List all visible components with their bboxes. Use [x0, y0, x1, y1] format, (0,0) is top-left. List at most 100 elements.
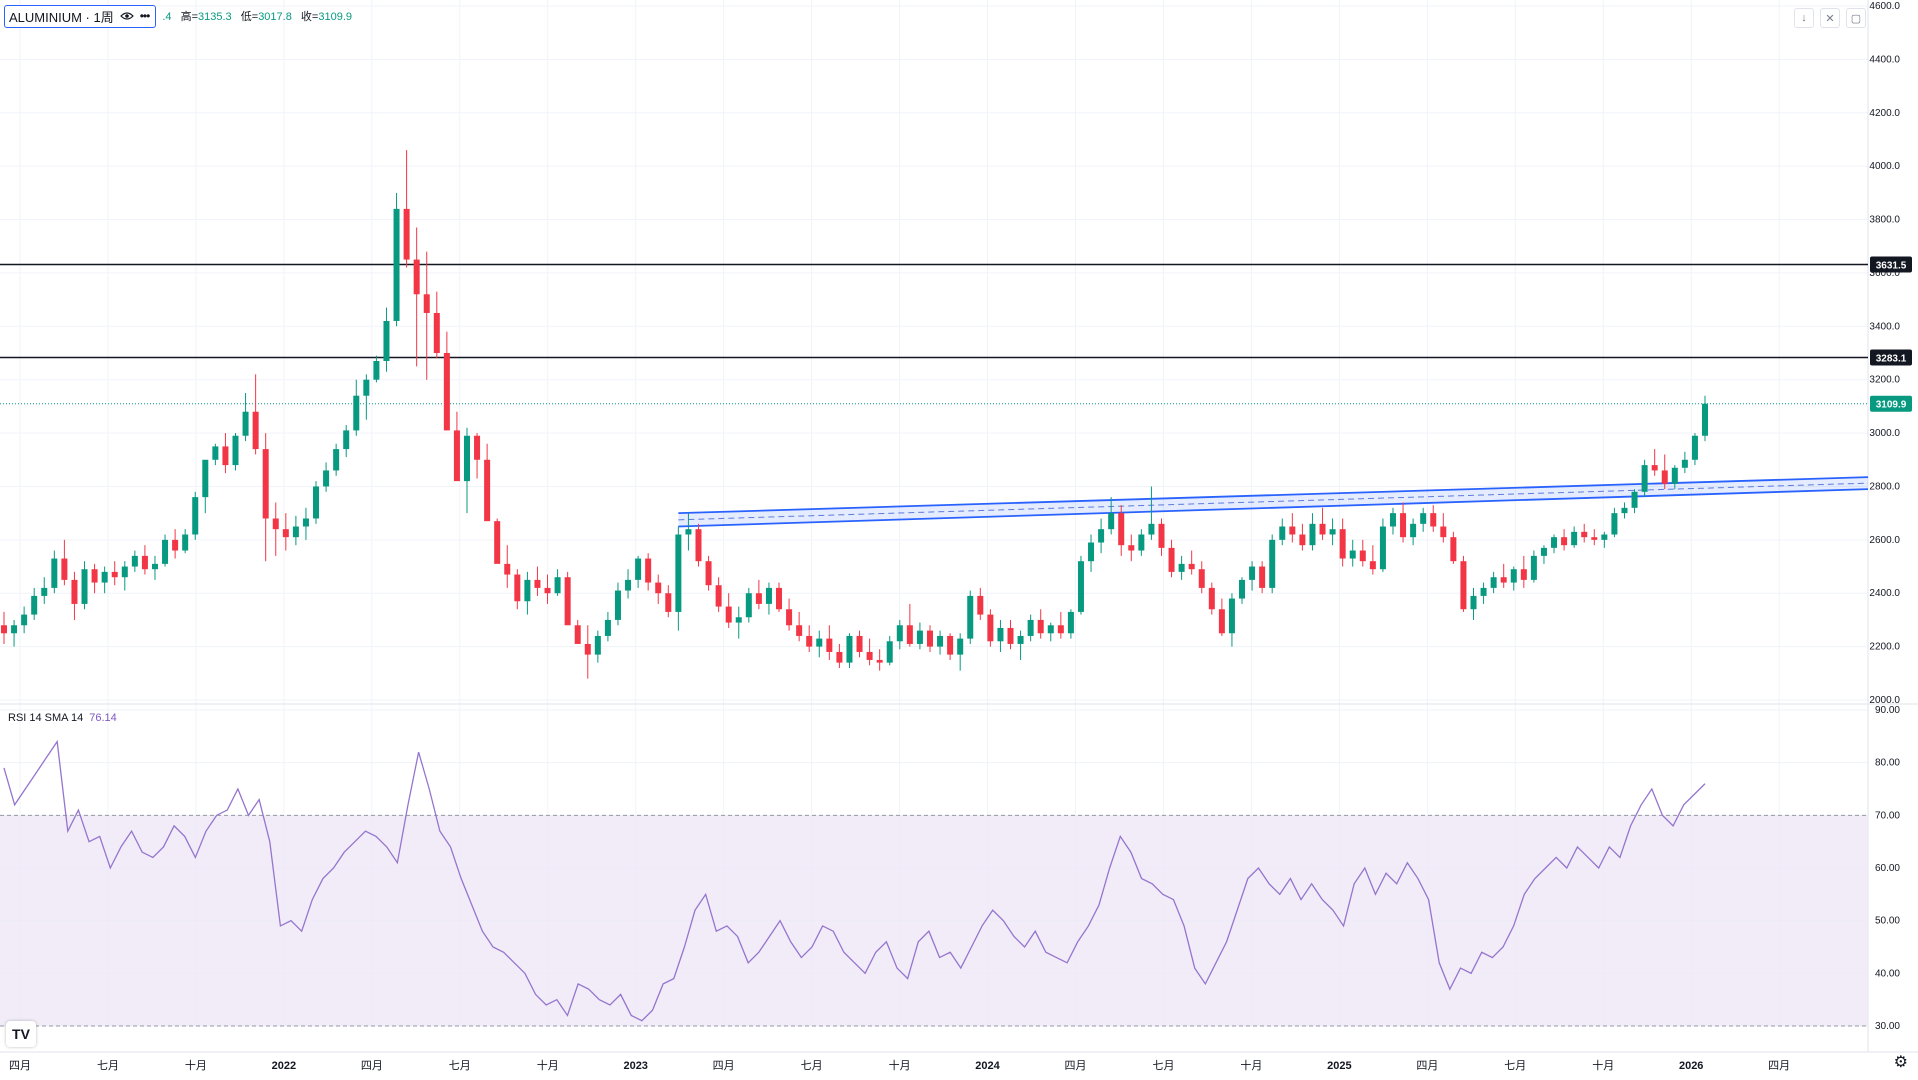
symbol-selector[interactable]: ALUMINIUM · 1周 ••• — [4, 4, 157, 28]
candle-body — [11, 625, 18, 634]
candle-body — [1249, 566, 1256, 580]
candle-body — [1329, 529, 1336, 535]
channel-upper-line — [678, 476, 1869, 515]
time-axis-tick-label: 七月 — [97, 1059, 119, 1072]
rsi-axis-tick-label: 70.00 — [1875, 810, 1900, 821]
price-axis-tick-label: 2000.0 — [1869, 695, 1900, 706]
candle-body — [252, 411, 259, 450]
candle-body — [413, 259, 420, 295]
candle-body — [926, 630, 933, 647]
candle-body — [292, 526, 299, 538]
candle-body — [604, 619, 611, 636]
time-axis-tick-label: 四月 — [361, 1060, 383, 1072]
candle-body — [1410, 523, 1417, 538]
more-icon[interactable]: ••• — [139, 9, 151, 23]
candle-body — [101, 571, 108, 583]
candle-body — [1017, 635, 1024, 644]
candle-body — [1158, 523, 1165, 548]
candle-body — [1349, 550, 1356, 559]
candle-body — [765, 587, 772, 604]
candle-body — [1701, 403, 1709, 436]
candle-body — [1651, 465, 1658, 471]
price-axis-tick-label: 3200.0 — [1869, 375, 1900, 386]
candle-body — [121, 566, 128, 578]
symbol-legend: ALUMINIUM · 1周 ••• .4 高=3135.3 低=3017.8 … — [4, 4, 352, 28]
time-axis-tick-label: 十月 — [1240, 1058, 1262, 1072]
candle-body — [1359, 550, 1366, 562]
time-axis-tick-label: 2023 — [623, 1060, 647, 1072]
time-axis-tick-label: 四月 — [713, 1060, 735, 1072]
arrow-down-icon[interactable]: ↓ — [1794, 8, 1814, 28]
time-axis-tick-label: 2024 — [975, 1060, 1000, 1072]
candle-body — [212, 446, 219, 460]
eye-icon[interactable] — [119, 9, 134, 24]
pane-controls: ↓ ✕ ▢ — [1794, 8, 1866, 28]
close-label: 收= — [300, 11, 319, 23]
candle-body — [1269, 539, 1276, 588]
price-axis-tick-label: 2400.0 — [1869, 588, 1900, 599]
low-value: 3017.8 — [258, 11, 292, 23]
candle-body — [313, 486, 320, 519]
candle-body — [272, 518, 279, 530]
rsi-label: RSI 14 SMA 14 — [8, 712, 84, 724]
candle-body — [1369, 561, 1376, 570]
candle-body — [1228, 598, 1235, 634]
candle-body — [1339, 529, 1346, 559]
time-axis-tick-label: 四月 — [9, 1060, 31, 1072]
candle-body — [886, 641, 893, 663]
candle-body — [1279, 526, 1286, 540]
time-axis-tick-label: 十月 — [1592, 1058, 1614, 1072]
candle-body — [906, 625, 913, 644]
candle-body — [1671, 467, 1678, 484]
candle-body — [373, 361, 380, 380]
candle-body — [997, 627, 1004, 642]
candle-body — [937, 635, 944, 647]
candle-body — [323, 470, 330, 487]
candle-body — [514, 574, 521, 602]
tradingview-logo-icon[interactable]: TV — [6, 1021, 36, 1047]
candle-body — [635, 558, 642, 580]
candle-body — [816, 638, 823, 647]
maximize-icon[interactable]: ▢ — [1846, 8, 1866, 28]
time-axis-tick-label: 十月 — [537, 1058, 559, 1072]
candle-body — [232, 435, 239, 466]
collapse-icon[interactable]: ✕ — [1820, 8, 1840, 28]
rsi-axis-tick-label: 90.00 — [1875, 705, 1900, 716]
candle-body — [1460, 561, 1467, 610]
rsi-line — [3, 739, 1706, 1022]
level-price-tag — [1870, 256, 1912, 273]
candle-body — [1198, 569, 1205, 588]
candle-body — [1450, 537, 1457, 562]
rsi-axis-tick-label: 60.00 — [1875, 863, 1900, 874]
candle-body — [71, 579, 78, 604]
candle-body — [1168, 547, 1175, 572]
candle-body — [1208, 587, 1215, 610]
candle-body — [1077, 561, 1084, 612]
time-axis-tick-label: 七月 — [449, 1059, 471, 1072]
price-axis-tick-label: 4400.0 — [1869, 54, 1900, 65]
candle-body — [705, 561, 712, 586]
price-axis-tick-label: 3000.0 — [1869, 428, 1900, 439]
time-axis-tick-label: 七月 — [1152, 1059, 1174, 1072]
price-axis-tick-label: 2600.0 — [1869, 535, 1900, 546]
candle-body — [504, 563, 511, 575]
candle-body — [564, 577, 571, 626]
candle-body — [443, 353, 450, 431]
low-label: 低= — [240, 11, 259, 23]
candle-body — [1561, 537, 1568, 546]
rsi-legend: RSI 14 SMA 14 76.14 — [8, 712, 117, 724]
time-axis-tick-label: 十月 — [889, 1058, 911, 1072]
rsi-axis-tick-label: 40.00 — [1875, 968, 1900, 979]
candle-body — [1520, 569, 1527, 580]
candle-body — [745, 593, 752, 618]
price-axis-tick-label: 2200.0 — [1869, 642, 1900, 653]
candle-body — [544, 587, 551, 594]
candle-body — [1067, 611, 1074, 634]
gear-icon[interactable]: ⚙ — [1893, 1054, 1908, 1071]
candle-body — [1440, 526, 1447, 538]
channel-mid-line — [678, 482, 1869, 521]
candle-body — [474, 435, 481, 460]
candle-body — [1047, 625, 1054, 634]
time-axis-tick-label: 四月 — [1768, 1060, 1790, 1072]
